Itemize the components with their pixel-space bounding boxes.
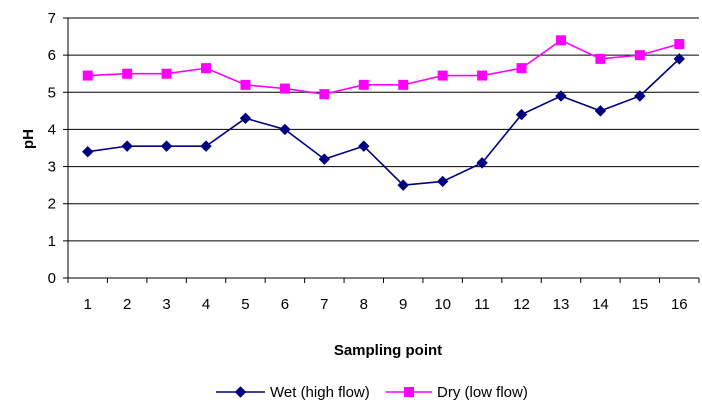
data-point-wet-high-flow	[634, 90, 646, 102]
data-point-wet-high-flow	[239, 112, 252, 124]
data-point-wet-high-flow	[555, 90, 567, 102]
x-tick-label: 13	[553, 296, 570, 313]
x-tick-label: 9	[399, 296, 407, 313]
data-point-wet-high-flow	[358, 140, 370, 152]
x-tick-label: 10	[434, 296, 451, 313]
data-point-dry-low-flow	[82, 70, 93, 81]
data-point-wet-high-flow	[318, 153, 331, 165]
data-point-wet-high-flow	[82, 146, 94, 158]
data-point-wet-high-flow	[200, 140, 212, 152]
x-tick-label: 11	[474, 296, 490, 313]
y-tick-label: 4	[48, 121, 56, 138]
data-point-dry-low-flow	[122, 68, 133, 79]
y-tick-label: 6	[48, 47, 56, 64]
x-tick-label: 7	[320, 296, 328, 313]
y-tick-label: 7	[48, 10, 56, 27]
data-point-wet-high-flow	[279, 123, 291, 136]
x-tick-label: 12	[513, 296, 530, 313]
series-line-dry-low-flow	[87, 39, 680, 95]
y-tick-label: 5	[48, 84, 56, 101]
gridlines	[68, 17, 699, 242]
x-tick-label: 5	[241, 296, 249, 313]
y-tick-labels: 0 1 2 3 4 5 6 7	[48, 10, 56, 287]
legend-marker-wet-high-flow	[234, 386, 247, 398]
data-point-dry-low-flow	[161, 68, 172, 79]
data-point-wet-high-flow	[397, 179, 409, 191]
data-point-dry-low-flow	[516, 63, 527, 74]
data-point-wet-high-flow	[594, 105, 607, 117]
x-tick-label: 15	[632, 296, 649, 313]
data-point-dry-low-flow	[437, 70, 448, 81]
data-point-dry-low-flow	[201, 63, 212, 74]
data-point-dry-low-flow	[477, 70, 488, 81]
data-point-wet-high-flow	[515, 108, 528, 121]
legend-label-dry-low-flow: Dry (low flow)	[437, 384, 528, 401]
data-point-wet-high-flow	[160, 140, 173, 152]
x-tick-label: 1	[84, 296, 92, 313]
axes	[63, 17, 700, 283]
legend-marker-dry-low-flow	[404, 387, 414, 397]
x-tick-label: 2	[123, 296, 131, 313]
data-point-wet-high-flow	[121, 140, 133, 152]
data-point-wet-high-flow	[476, 157, 488, 169]
data-point-dry-low-flow	[634, 50, 645, 61]
data-point-dry-low-flow	[279, 83, 290, 94]
y-tick-label: 0	[48, 270, 56, 287]
x-tick-label: 6	[281, 296, 289, 313]
x-tick-label: 3	[162, 296, 170, 313]
legend: Wet (high flow) Dry (low flow)	[216, 384, 528, 401]
y-tick-label: 1	[48, 233, 56, 250]
data-point-dry-low-flow	[674, 39, 685, 49]
x-tick-label: 8	[360, 296, 368, 313]
x-axis-label: Sampling point	[334, 342, 442, 359]
x-tick-label: 14	[592, 296, 609, 313]
data-point-wet-high-flow	[436, 175, 449, 188]
x-tick-label: 4	[202, 296, 210, 313]
x-tick-labels: 1 2 3 4 5 6 7 8 9 10 11 12 13 14 15 16	[84, 296, 688, 313]
y-axis-label: pH	[20, 129, 37, 149]
data-point-dry-low-flow	[555, 35, 566, 46]
x-tick-label: 16	[671, 296, 688, 313]
data-point-dry-low-flow	[398, 79, 409, 90]
data-point-dry-low-flow	[319, 89, 330, 100]
y-tick-label: 3	[48, 159, 56, 176]
data-point-dry-low-flow	[595, 53, 606, 64]
y-tick-label: 2	[48, 196, 56, 213]
data-point-dry-low-flow	[358, 79, 369, 90]
data-point-dry-low-flow	[240, 79, 251, 90]
legend-label-wet-high-flow: Wet (high flow)	[270, 384, 370, 401]
series-line-wet-high-flow	[87, 58, 680, 186]
data-point-wet-high-flow	[673, 53, 685, 65]
series	[82, 35, 685, 191]
